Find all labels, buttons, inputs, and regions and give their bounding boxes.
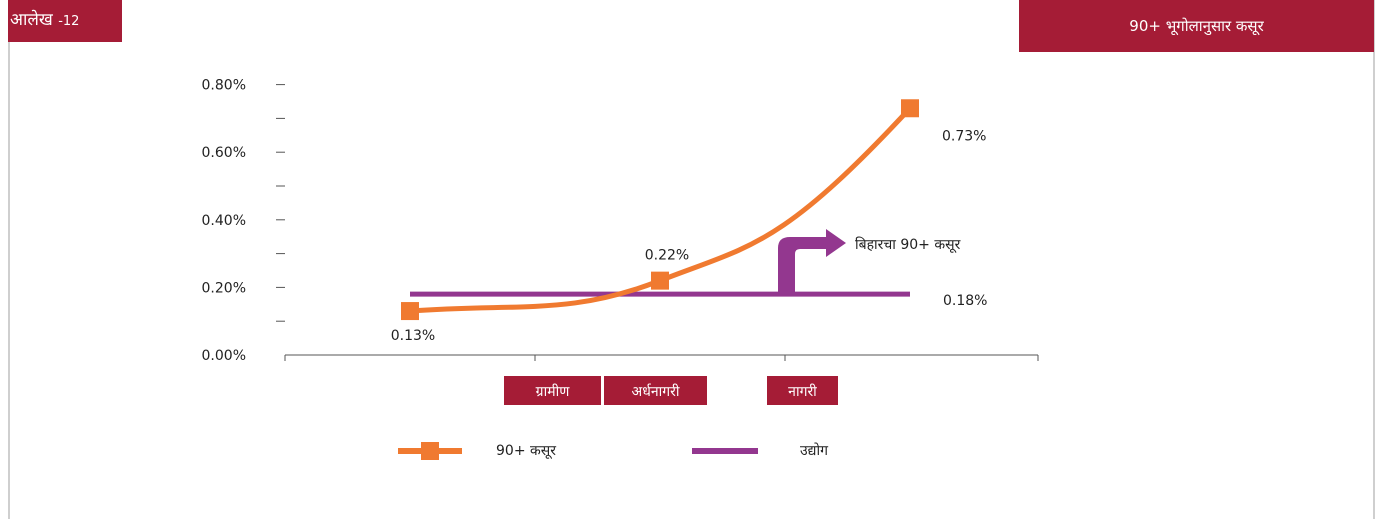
exhibit-number: -12 — [58, 14, 80, 29]
legend-label-industry: उद्योग — [800, 442, 829, 459]
y-tick-label: 0.60% — [202, 145, 246, 161]
y-tick-label: 0.00% — [202, 348, 246, 364]
chart-title: 90+ भूगोलानुसार कसूर — [1019, 0, 1374, 52]
category-label: अर्धनागरी — [632, 383, 680, 400]
category-box — [604, 376, 707, 405]
legend-label-bihar: 90+ कसूर — [496, 443, 556, 459]
data-label-industry: 0.18% — [943, 293, 987, 309]
category-label: नागरी — [788, 383, 817, 400]
chart-frame — [8, 0, 1375, 519]
series-bihar-marker — [401, 302, 419, 321]
legend-marker-bihar — [421, 442, 439, 460]
annotation-text: बिहारचा 90+ कसूर — [855, 236, 961, 253]
category-box — [767, 376, 838, 405]
data-label-bihar: 0.13% — [391, 328, 435, 344]
data-label-bihar: 0.73% — [942, 128, 986, 144]
y-tick-label: 0.20% — [202, 280, 246, 296]
y-tick-label: 0.40% — [202, 213, 246, 229]
category-label: ग्रामीण — [536, 383, 571, 400]
data-label-bihar: 0.22% — [645, 248, 689, 264]
annotation-arrow-icon — [778, 229, 846, 295]
category-box — [504, 376, 601, 405]
y-tick-label: 0.80% — [202, 78, 246, 94]
exhibit-tag: आलेख -12 — [8, 0, 122, 42]
series-bihar-marker — [901, 99, 919, 118]
exhibit-label: आलेख — [10, 10, 53, 30]
series-bihar-marker — [651, 271, 669, 290]
